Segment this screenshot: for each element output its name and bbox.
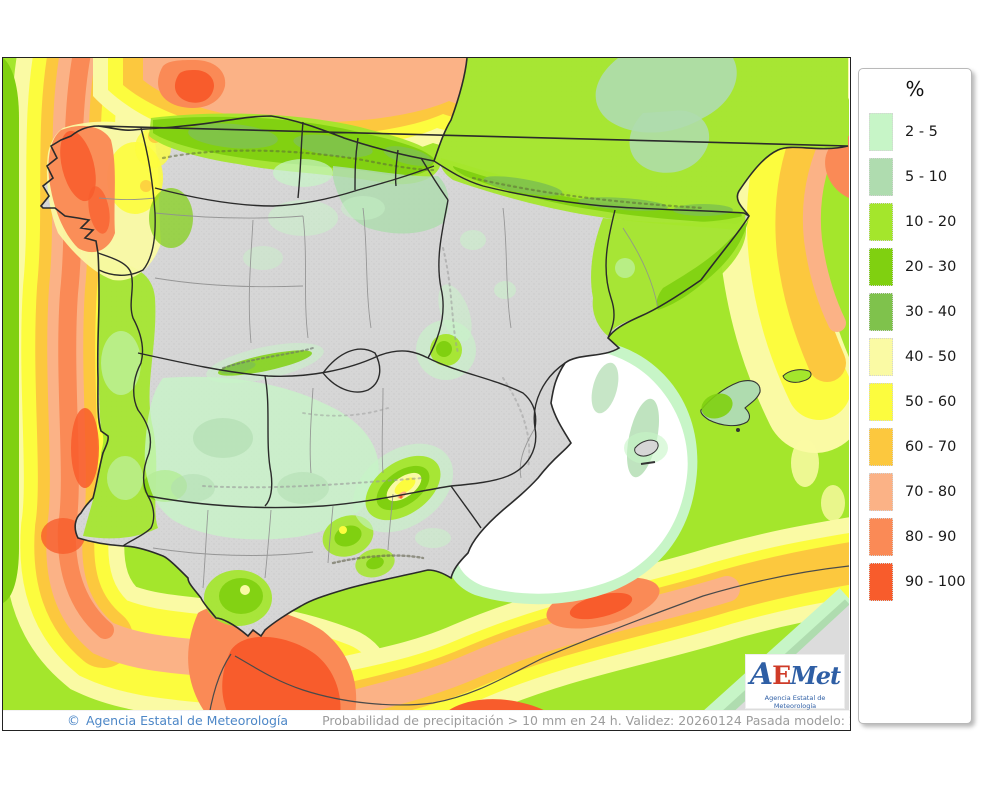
copyright: © Agencia Estatal de Meteorología <box>67 713 288 729</box>
legend-swatch <box>869 112 893 151</box>
legend-item: 80 - 90 <box>859 514 971 559</box>
legend-label: 80 - 90 <box>905 528 957 545</box>
legend-label: 2 - 5 <box>905 123 938 140</box>
aemet-logo-word: AEMet <box>746 657 844 693</box>
map-footer: © Agencia Estatal de Meteorología Probabi… <box>3 710 850 730</box>
logo-letter-a: A <box>749 657 773 692</box>
copyright-icon: © <box>67 713 80 729</box>
legend-item: 40 - 50 <box>859 334 971 379</box>
legend-item: 90 - 100 <box>859 559 971 604</box>
legend-swatch <box>869 157 893 196</box>
legend-label: 40 - 50 <box>905 348 957 365</box>
legend-swatch <box>869 337 893 376</box>
precipitation-probability-map <box>3 58 849 729</box>
copyright-text: Agencia Estatal de Meteorología <box>86 712 289 728</box>
legend-swatch <box>869 472 893 511</box>
legend-item: 2 - 5 <box>859 109 971 154</box>
legend-swatch <box>869 202 893 241</box>
legend-swatch <box>869 292 893 331</box>
legend-item: 50 - 60 <box>859 379 971 424</box>
menorca <box>782 369 812 383</box>
ibiza <box>634 439 659 457</box>
logo-letter-e: E <box>772 661 791 690</box>
legend-label: 30 - 40 <box>905 303 957 320</box>
formentera <box>640 461 656 465</box>
legend-label: 70 - 80 <box>905 483 957 500</box>
weather-map: © Agencia Estatal de Meteorología Probabi… <box>2 57 851 731</box>
product-description: Probabilidad de precipitación > 10 mm en… <box>322 713 850 728</box>
legend-label: 10 - 20 <box>905 213 957 230</box>
borders-layer <box>39 58 849 729</box>
legend-swatch <box>869 427 893 466</box>
legend-item: 70 - 80 <box>859 469 971 514</box>
legend-item: 60 - 70 <box>859 424 971 469</box>
legend-item: 10 - 20 <box>859 199 971 244</box>
balearic-islands <box>624 369 812 465</box>
legend-label: 50 - 60 <box>905 393 957 410</box>
legend-swatch <box>869 562 893 601</box>
legend-label: 60 - 70 <box>905 438 957 455</box>
aemet-logo-subtitle: Agencia Estatal de Meteorología <box>764 694 826 710</box>
legend-item: 20 - 30 <box>859 244 971 289</box>
logo-letters-met: Met <box>790 661 841 690</box>
legend-swatch <box>869 382 893 421</box>
legend-label: 90 - 100 <box>905 573 966 590</box>
legend-swatch <box>869 517 893 556</box>
aemet-logo: AEMet Agencia Estatal de Meteorología <box>746 655 844 710</box>
legend: % 2 - 5 5 - 10 10 - 20 20 - 30 30 - 40 4… <box>858 68 972 724</box>
legend-item: 5 - 10 <box>859 154 971 199</box>
cabrera <box>736 428 740 432</box>
legend-label: 20 - 30 <box>905 258 957 275</box>
legend-swatch <box>869 247 893 286</box>
legend-title: % <box>905 77 925 101</box>
terrain-ridges <box>161 149 705 565</box>
legend-item: 30 - 40 <box>859 289 971 334</box>
legend-label: 5 - 10 <box>905 168 948 185</box>
